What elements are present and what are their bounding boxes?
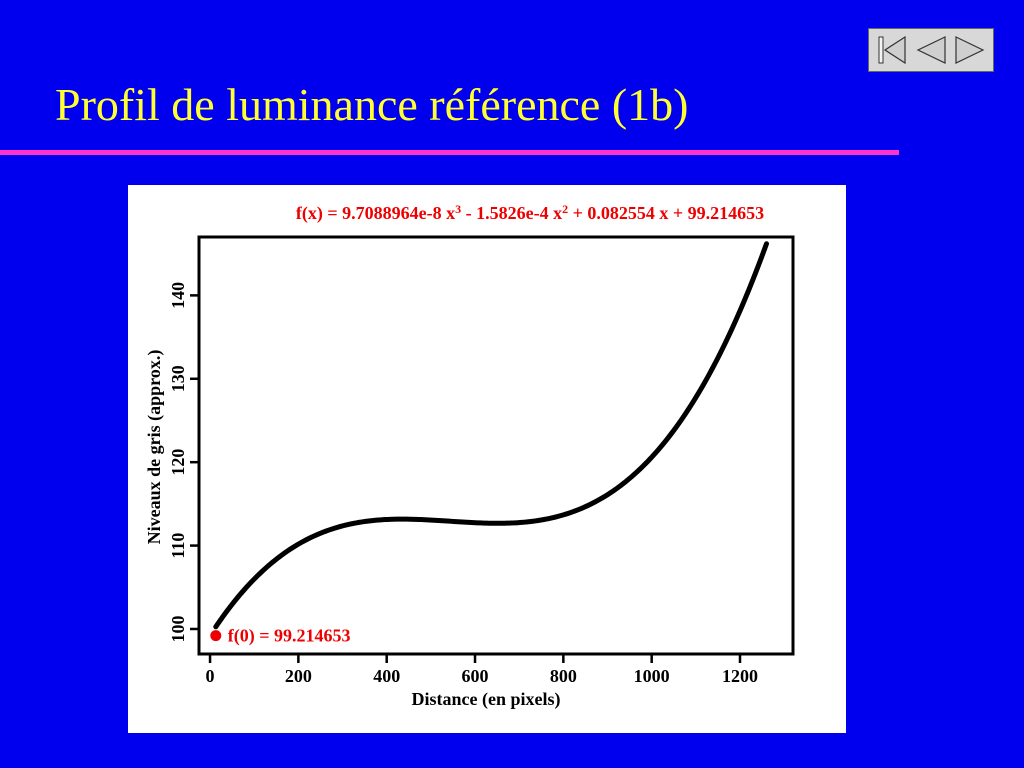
x-tick-label: 1000 [634,666,670,686]
x-axis-title: Distance (en pixels) [412,689,561,710]
y-axis-title: Niveaux de gris (approx.) [144,350,165,545]
slide-navigation [868,28,994,72]
y-tick-label: 120 [168,449,188,476]
x-axis: 0 200 400 600 800 1000 1200 [206,654,758,686]
formula-exponent-3: 3 [455,202,461,216]
formula-lead: f(x) = 9.7088964e-8 x [296,203,455,224]
formula-middle: - 1.5826e-4 x [461,203,562,223]
luminance-curve [213,241,769,630]
next-slide-button[interactable] [952,32,988,68]
formula-annotation: f(x) = 9.7088964e-8 x3 - 1.5826e-4 x2 + … [296,202,764,224]
y-axis: 100 110 120 130 140 [168,282,199,642]
triangle-right-icon [955,36,985,64]
x-tick-label: 400 [373,666,400,686]
slide-title: Profil de luminance référence (1b) [55,79,689,130]
y-tick-label: 100 [168,615,188,642]
x-tick-label: 800 [550,666,577,686]
y-tick-label: 140 [168,282,188,309]
previous-slide-button[interactable] [913,32,949,68]
title-divider [0,150,899,155]
x-tick-label: 1200 [722,666,758,686]
chart-panel: f(x) = 9.7088964e-8 x3 - 1.5826e-4 x2 + … [128,185,846,733]
y-tick-label: 110 [168,533,188,559]
luminance-profile-chart: f(x) = 9.7088964e-8 x3 - 1.5826e-4 x2 + … [144,202,795,710]
x-tick-label: 0 [206,666,215,686]
x-tick-label: 600 [462,666,489,686]
y-tick-label: 130 [168,365,188,392]
first-slide-button[interactable] [874,32,910,68]
formula-exponent-2: 2 [562,202,568,216]
triangle-left-icon [916,36,946,64]
origin-marker-dot [210,630,222,642]
formula-tail: + 0.082554 x + 99.214653 [568,203,764,223]
x-tick-label: 200 [285,666,312,686]
origin-marker-label: f(0) = 99.214653 [228,626,351,647]
skip-to-start-icon [878,35,906,65]
plot-frame [197,235,795,656]
